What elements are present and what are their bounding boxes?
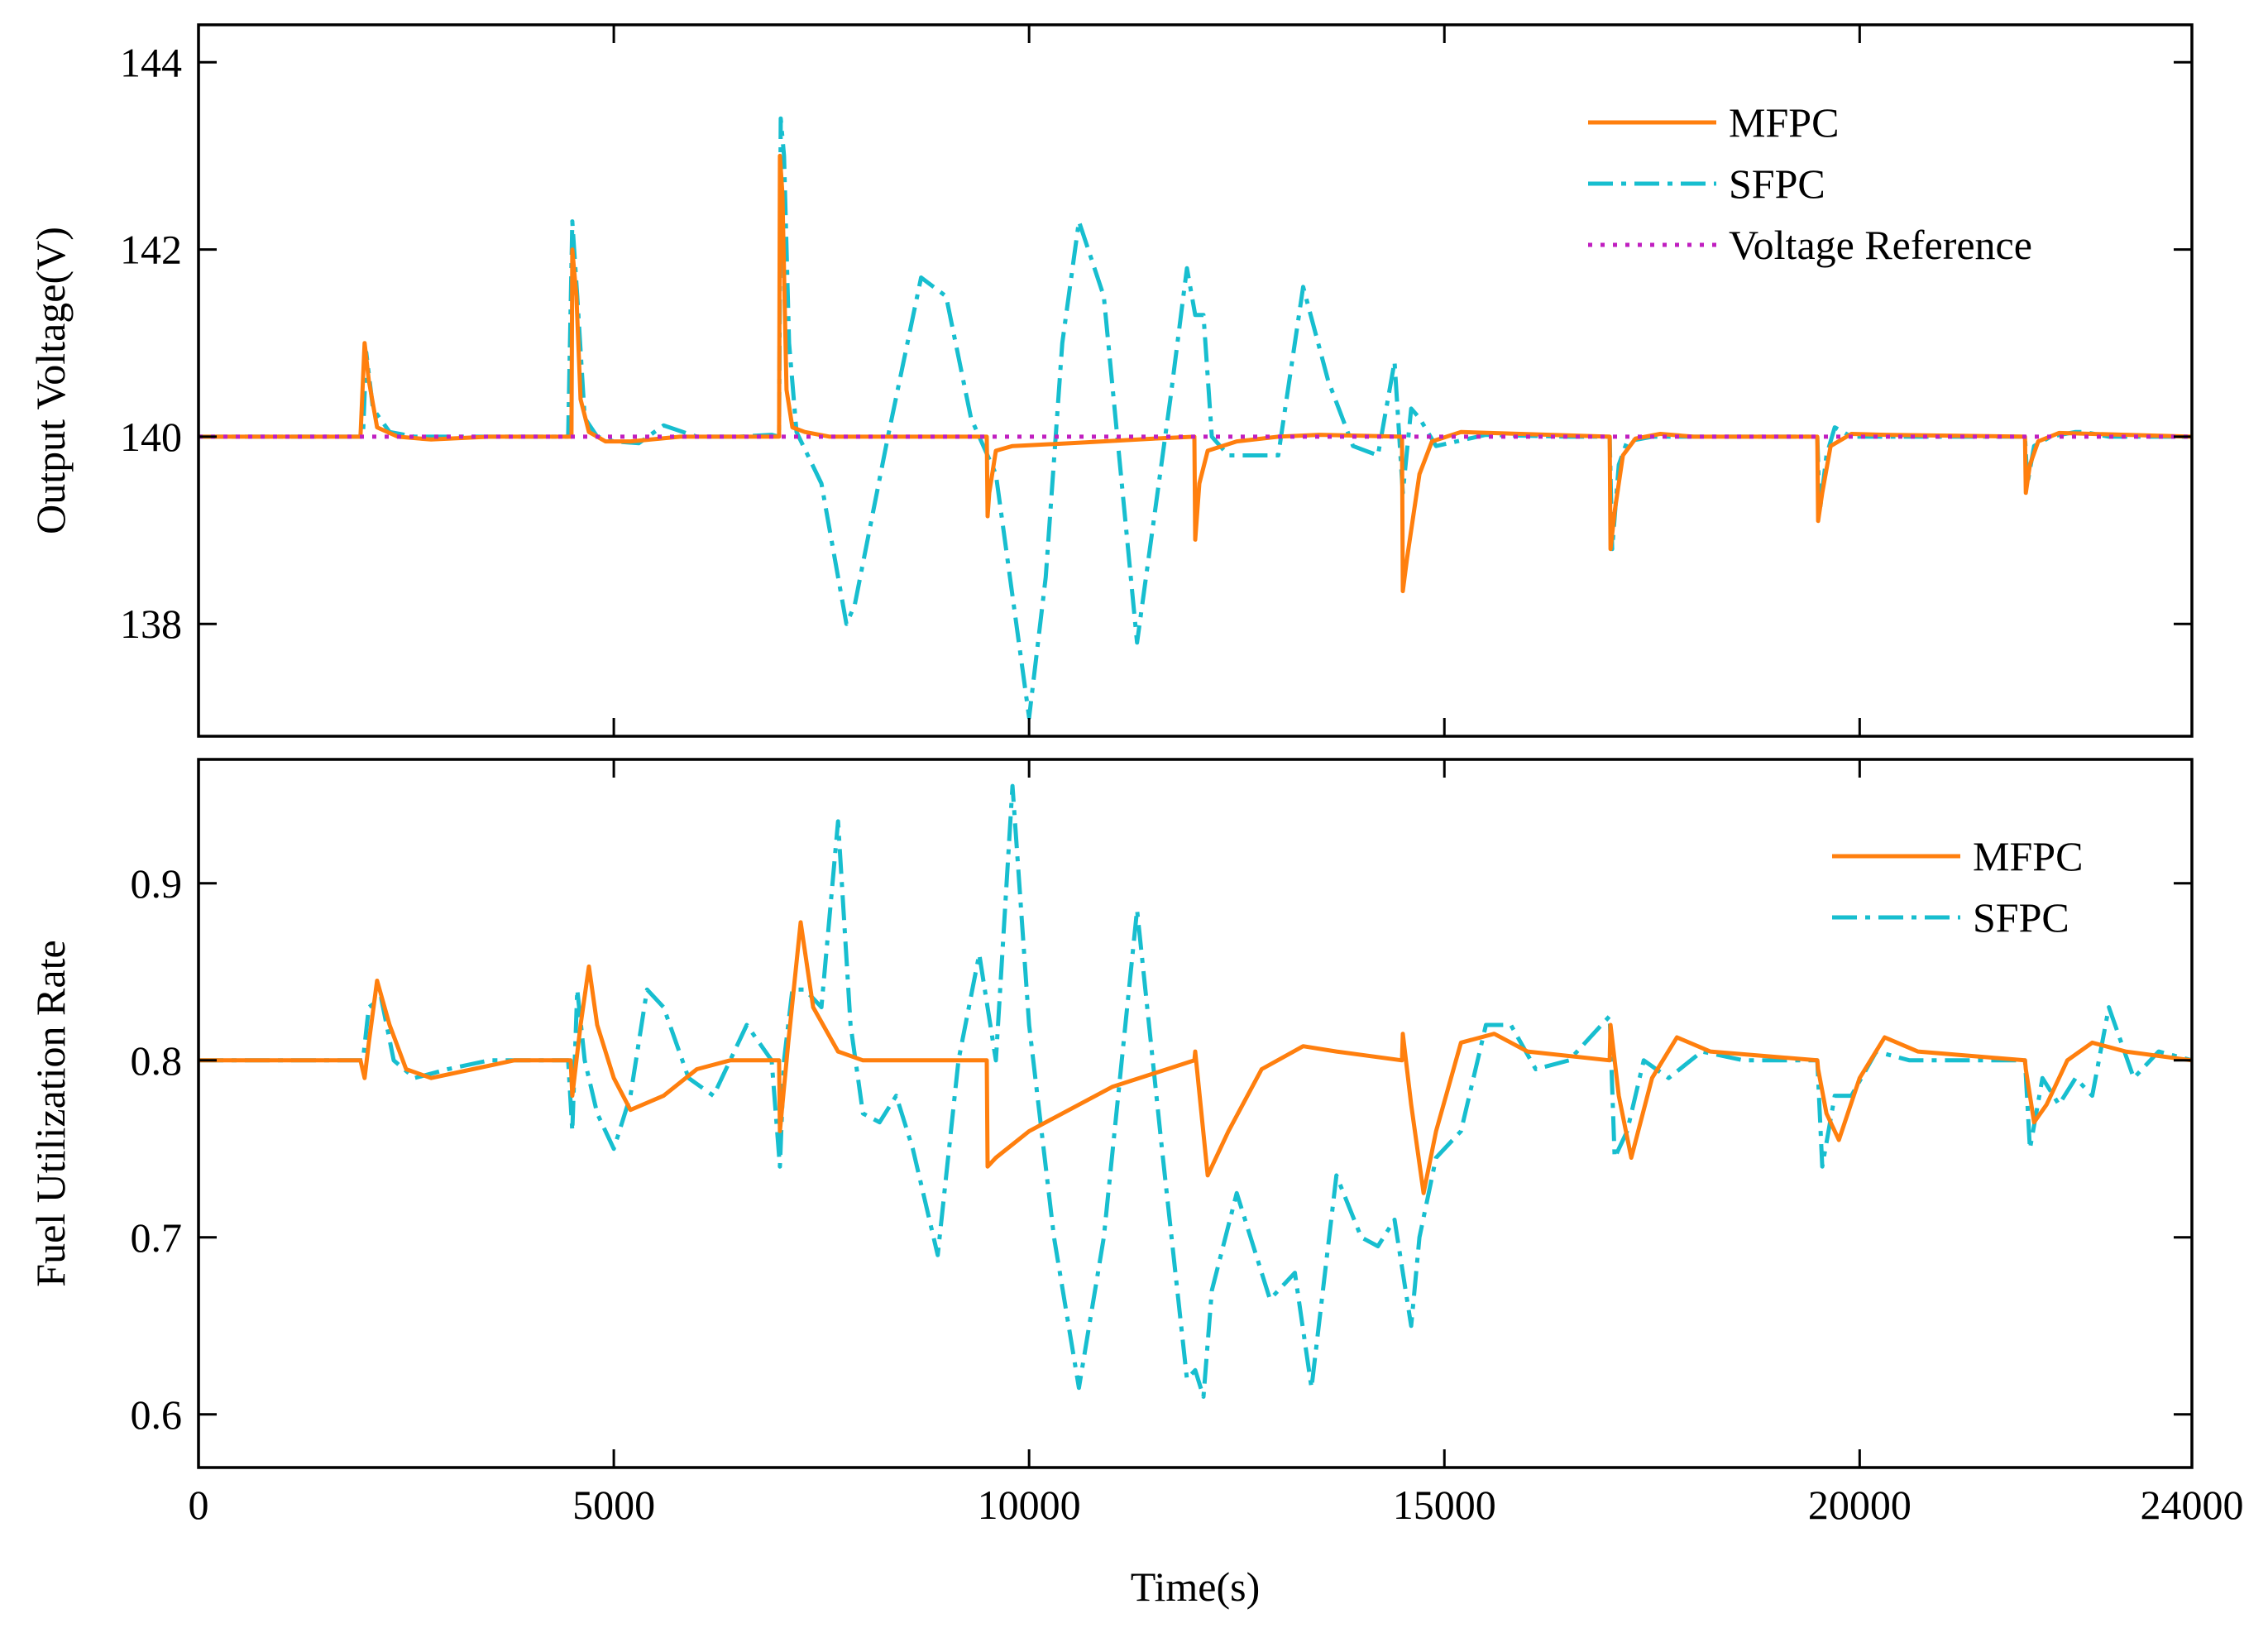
y-tick-label-1-3: 0.9	[131, 860, 183, 907]
y-tick-label-0-2: 142	[120, 227, 182, 273]
voltage-legend: MFPC SFPC Voltage Reference	[1588, 99, 2032, 268]
y-tick-label-1-2: 0.8	[131, 1037, 183, 1084]
fuel-plot-frame	[197, 758, 2194, 1469]
x-tick-label-4: 20000	[1808, 1482, 1912, 1528]
series-line-mfpc-1	[199, 920, 2193, 1195]
y-tick-label-0-0: 138	[120, 601, 182, 647]
series-line-mfpc-0	[199, 153, 2193, 594]
legend-label-reference: Voltage Reference	[1729, 222, 2032, 268]
x-tick-label-3: 15000	[1393, 1482, 1496, 1528]
legend-label-mfpc: MFPC	[1729, 99, 1839, 146]
x-tick-label-1: 5000	[572, 1482, 655, 1528]
fuel-panel: 0.6 0.7 0.8 0.9 0 5000 10000 15000 20000 24000 Fu…	[27, 758, 2244, 1610]
legend-label-sfpc: SFPC	[1729, 160, 1825, 207]
y-tick-label-0-1: 140	[120, 414, 182, 460]
fuel-y-axis-label: Fuel Utilization Rate	[27, 940, 74, 1286]
x-tick-label-5: 24000	[2141, 1482, 2244, 1528]
y-tick-label-1-0: 0.6	[131, 1391, 183, 1438]
voltage-ticks-group: 138 140 142 144	[120, 25, 2194, 736]
voltage-panel: 138 140 142 144 Output Voltage(V) MFPC SFPC…	[27, 23, 2194, 738]
voltage-plot-frame	[197, 23, 2194, 738]
voltage-y-axis-label: Output Voltage(V)	[27, 227, 74, 534]
fuel-ticks-group: 0.6 0.7 0.8 0.9 0 5000 10000 15000 20000 24000	[131, 759, 2244, 1528]
legend-label-mfpc-2: MFPC	[1973, 833, 2083, 879]
y-tick-label-0-3: 144	[120, 39, 182, 85]
x-tick-label-2: 10000	[978, 1482, 1081, 1528]
fuel-legend: MFPC SFPC	[1832, 833, 2083, 941]
legend-label-sfpc-2: SFPC	[1973, 894, 2069, 941]
y-tick-label-1-1: 0.7	[131, 1214, 183, 1261]
x-axis-label: Time(s)	[1131, 1563, 1261, 1610]
x-tick-label-0: 0	[189, 1482, 209, 1528]
voltage-series-group	[199, 116, 2193, 720]
fuel-series-group	[199, 783, 2193, 1399]
